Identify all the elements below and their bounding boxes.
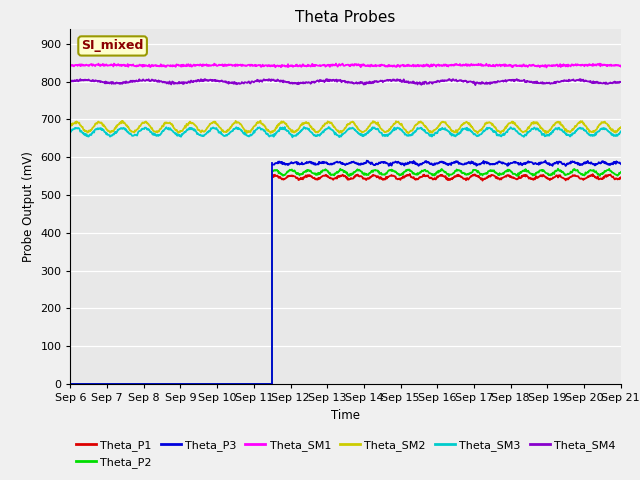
- Title: Theta Probes: Theta Probes: [296, 10, 396, 25]
- Legend: Theta_P1, Theta_P2, Theta_P3, Theta_SM1, Theta_SM2, Theta_SM3, Theta_SM4: Theta_P1, Theta_P2, Theta_P3, Theta_SM1,…: [71, 436, 620, 472]
- Y-axis label: Probe Output (mV): Probe Output (mV): [22, 151, 35, 262]
- X-axis label: Time: Time: [331, 408, 360, 421]
- Text: SI_mixed: SI_mixed: [81, 39, 144, 52]
